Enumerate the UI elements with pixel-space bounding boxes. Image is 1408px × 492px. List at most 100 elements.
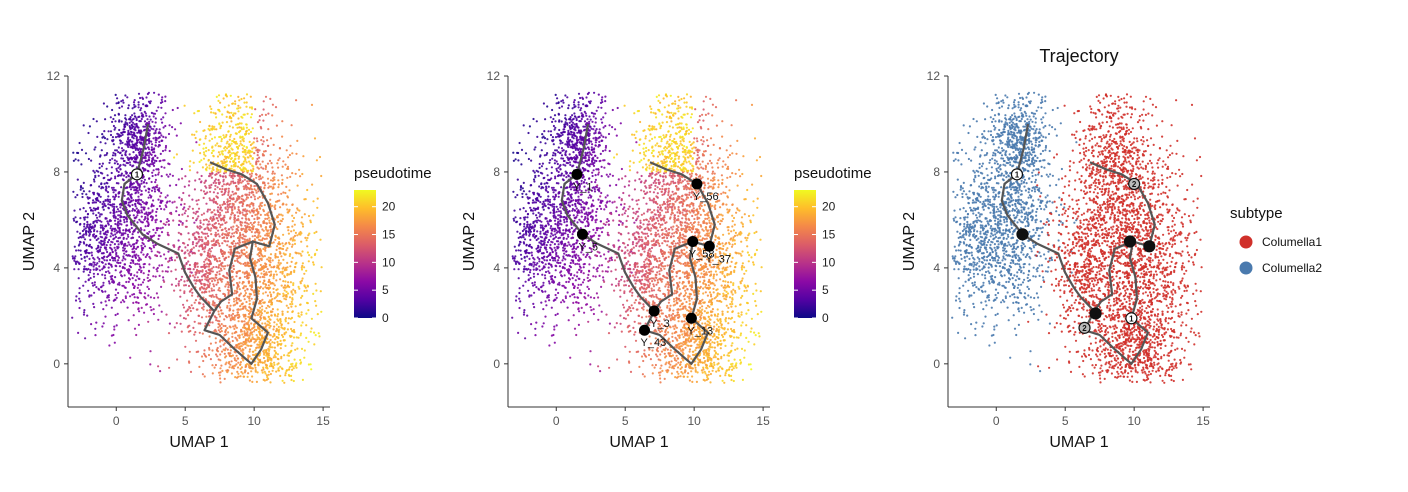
cell-point [97,245,100,249]
cell-point [106,152,109,155]
cell-point [250,188,254,191]
cell-point [135,301,138,304]
cell-point [239,330,242,333]
cell-point [235,281,239,285]
cell-point [253,198,257,201]
cell-point [114,249,117,252]
cell-point [129,188,133,191]
cell-point [311,183,314,186]
cell-point [152,275,155,278]
cell-point [120,131,123,134]
cell-point [220,312,223,315]
cell-point [268,356,271,359]
cell-point [303,356,306,359]
cell-point [205,150,208,153]
cell-point [246,288,249,291]
cell-point [139,150,142,153]
cell-point [93,148,96,151]
cell-point [122,246,125,249]
cell-point [271,170,275,173]
cell-point [297,314,300,318]
cell-point [225,163,228,166]
cell-point [283,275,286,279]
cell-point [257,326,261,330]
cell-point [131,277,134,280]
cell-point [187,232,190,235]
cell-point [296,234,299,237]
cell-point [290,300,293,303]
cell-point [230,248,233,251]
cell-point [151,174,154,178]
cell-point [133,296,136,299]
cell-point [282,258,285,261]
cell-point [166,231,169,234]
cell-point [226,304,229,308]
cell-point [243,341,246,344]
cell-point [270,162,273,165]
cell-point [207,227,210,230]
cell-point [287,232,290,235]
cell-point [148,177,151,180]
cell-point [213,366,216,369]
cell-point [155,138,158,142]
cell-point [274,256,277,259]
cell-point [157,365,160,368]
cell-point [101,206,104,209]
cell-point [193,320,196,323]
cell-point [263,221,266,224]
cell-point [239,375,242,378]
cell-point [73,259,76,262]
cell-point [289,272,292,275]
cell-point [94,146,97,149]
cell-point [222,134,225,137]
cell-point [208,184,211,187]
cell-point [108,271,111,275]
cell-point [268,318,271,321]
cell-point [245,193,248,196]
cell-point [153,161,156,164]
cell-point [235,344,238,347]
cell-point [215,316,218,319]
cell-point [116,132,119,135]
cell-point [256,338,259,341]
cell-point [288,366,291,369]
cell-point [240,126,243,129]
cell-point [211,146,214,149]
cell-point [241,116,244,119]
cell-point [250,230,253,234]
cell-point [258,115,261,118]
cell-point [136,214,139,217]
cell-point [251,209,254,212]
cell-point [213,242,216,245]
cell-point [252,221,255,225]
cell-point [102,284,105,287]
cell-point [95,247,98,250]
cell-point [272,241,275,244]
cell-point [105,304,108,307]
cell-point [107,294,110,297]
cell-point [207,208,210,211]
cell-point [221,153,224,156]
cell-point [273,361,276,364]
cell-point [279,243,282,246]
cell-point [77,331,80,334]
cell-point [150,219,154,222]
cell-point [106,250,109,254]
cell-point [204,354,207,357]
cell-point [292,216,296,220]
cell-point [259,276,262,279]
cell-point [233,158,236,161]
cell-point [274,338,277,341]
cell-point [207,158,210,162]
cell-point [234,192,238,195]
cell-point [130,120,133,123]
cell-point [100,187,103,190]
cell-point [198,160,201,163]
cell-point [259,202,262,205]
cell-point [153,125,156,128]
cell-point [109,203,112,206]
cell-point [171,174,174,177]
cell-point [277,337,280,340]
cell-point [198,227,201,230]
cell-point [278,293,281,296]
